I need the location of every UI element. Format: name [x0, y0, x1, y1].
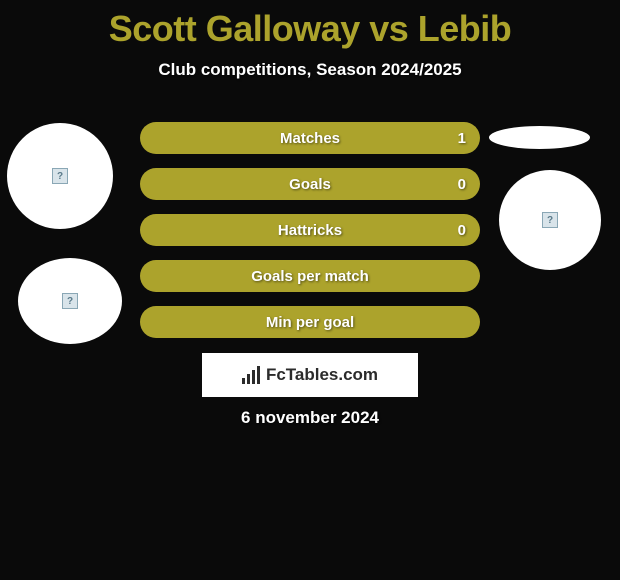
brand-logo: FcTables.com	[202, 353, 418, 397]
player1-avatar-secondary: ?	[18, 258, 122, 344]
stat-label: Min per goal	[140, 314, 480, 331]
stat-label: Goals	[140, 176, 480, 193]
stat-value-right: 0	[458, 176, 466, 193]
stat-label: Hattricks	[140, 222, 480, 239]
brand-text: FcTables.com	[266, 365, 378, 385]
stat-row-goals: Goals 0	[140, 168, 480, 200]
stat-label: Goals per match	[140, 268, 480, 285]
image-placeholder-icon: ?	[52, 168, 68, 184]
player2-avatar-primary	[489, 126, 590, 149]
page-subtitle: Club competitions, Season 2024/2025	[0, 60, 620, 80]
stat-row-matches: Matches 1	[140, 122, 480, 154]
stat-value-right: 0	[458, 222, 466, 239]
bars-icon	[242, 366, 260, 384]
image-placeholder-icon: ?	[62, 293, 78, 309]
stat-value-right: 1	[458, 130, 466, 147]
stat-row-goals-per-match: Goals per match	[140, 260, 480, 292]
stat-row-hattricks: Hattricks 0	[140, 214, 480, 246]
page-title: Scott Galloway vs Lebib	[0, 0, 620, 50]
image-placeholder-icon: ?	[542, 212, 558, 228]
player2-avatar-secondary: ?	[499, 170, 601, 270]
player1-avatar-primary: ?	[7, 123, 113, 229]
stats-container: Matches 1 Goals 0 Hattricks 0 Goals per …	[140, 122, 480, 352]
stat-label: Matches	[140, 130, 480, 147]
stat-row-min-per-goal: Min per goal	[140, 306, 480, 338]
date-text: 6 november 2024	[0, 408, 620, 428]
